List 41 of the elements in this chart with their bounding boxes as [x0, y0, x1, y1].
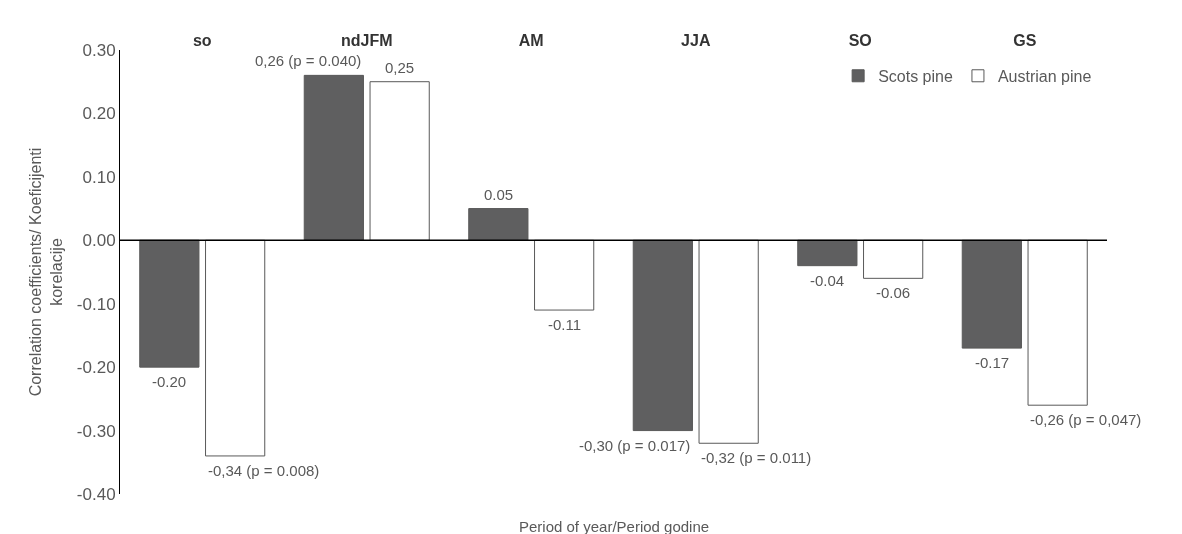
data-label: 0,26 (p = 0.040) — [255, 52, 362, 69]
x-tick-label: AM — [518, 31, 544, 49]
bar — [534, 239, 595, 311]
y-tick-label: 0.20 — [82, 104, 116, 124]
y-tick-label: -0.40 — [76, 484, 116, 504]
x-tick-label: ndJFM — [340, 31, 393, 49]
bar — [369, 81, 430, 241]
bar — [698, 239, 759, 444]
legend-label: Scots pine — [878, 68, 953, 86]
bar — [139, 239, 200, 368]
y-tick-label: 0.00 — [82, 231, 116, 251]
data-label: -0,30 (p = 0.017) — [579, 437, 691, 454]
bar — [632, 239, 693, 432]
bar — [1027, 239, 1088, 406]
y-tick-label: 0.10 — [82, 167, 116, 187]
x-tick-label: GS — [1013, 31, 1037, 49]
legend-label: Austrian pine — [997, 68, 1092, 86]
data-label: -0,32 (p = 0.011) — [701, 449, 812, 466]
bar — [468, 208, 529, 241]
x-tick-label: SO — [848, 31, 872, 49]
x-tick-label: JJA — [681, 31, 711, 49]
y-tick-label: -0.20 — [76, 358, 116, 378]
y-tick-label: -0.30 — [76, 421, 116, 441]
data-label: 0.05 — [484, 186, 514, 203]
y-axis-title: Correlation coefficients/ Koeficijenti korelacije — [26, 147, 65, 397]
data-label: -0.11 — [548, 316, 582, 333]
data-label: -0.04 — [810, 272, 845, 289]
bar — [863, 239, 924, 279]
x-tick-label: so — [192, 31, 212, 49]
data-label: -0.17 — [975, 354, 1010, 371]
bar — [797, 239, 858, 267]
data-label: -0.06 — [876, 284, 911, 301]
bar — [303, 74, 364, 241]
data-label: -0,26 (p = 0,047) — [1030, 411, 1142, 428]
data-label: -0.20 — [152, 373, 187, 390]
y-tick-label: -0.10 — [76, 294, 116, 314]
data-label: 0,25 — [385, 59, 415, 76]
bar — [205, 239, 266, 457]
data-label: -0,34 (p = 0.008) — [208, 462, 320, 479]
y-tick-label: 0.30 — [82, 40, 116, 60]
bar — [961, 239, 1022, 349]
